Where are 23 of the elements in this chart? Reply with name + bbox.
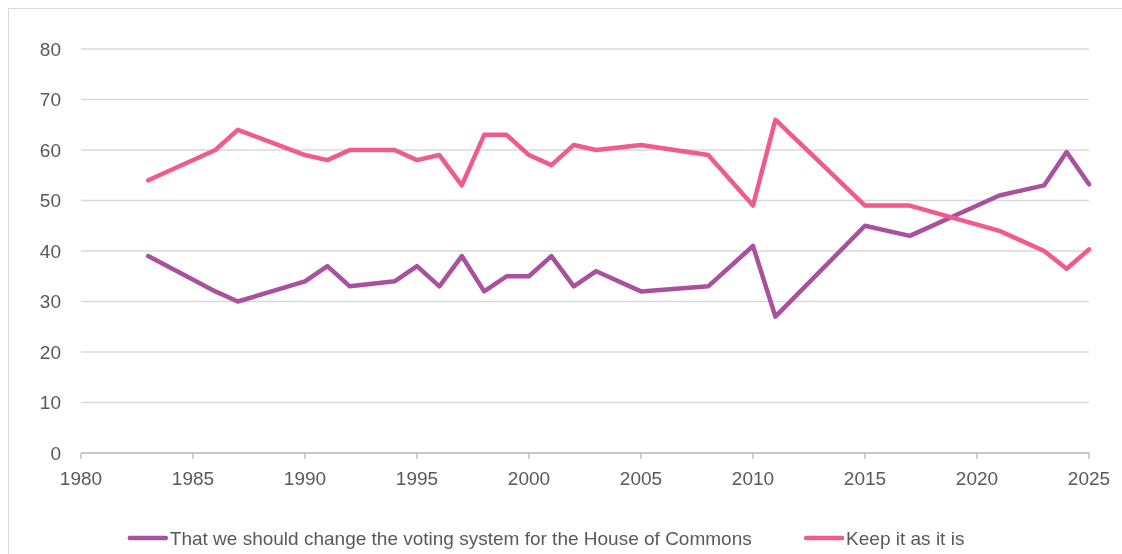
- x-tick-label: 2000: [507, 468, 551, 489]
- x-tick-label: 2015: [843, 468, 887, 489]
- y-tick-label: 30: [39, 291, 61, 313]
- x-tick-label: 1995: [395, 468, 439, 489]
- x-tick-label: 1990: [283, 468, 327, 489]
- x-tick-label: 1980: [59, 468, 103, 489]
- y-tick-label: 40: [39, 240, 61, 262]
- legend-label: Keep it as it is: [846, 527, 965, 549]
- y-tick-label: 0: [50, 442, 61, 464]
- line-series: [145, 117, 1092, 271]
- x-tick-label: 1985: [171, 468, 215, 489]
- x-tick-label: 2020: [955, 468, 999, 489]
- line-series: [145, 149, 1092, 319]
- x-tick-label: 2025: [1067, 468, 1111, 489]
- x-tick-label: 2010: [731, 468, 775, 489]
- y-tick-label: 70: [39, 89, 61, 111]
- y-tick-label: 50: [39, 190, 61, 212]
- y-tick-label: 60: [39, 139, 61, 161]
- y-tick-label: 80: [39, 38, 61, 60]
- y-tick-label: 20: [39, 341, 61, 363]
- y-tick-label: 10: [39, 392, 61, 414]
- legend-label: That we should change the voting system for the House of Commons: [169, 527, 752, 549]
- x-tick-label: 2005: [619, 468, 663, 489]
